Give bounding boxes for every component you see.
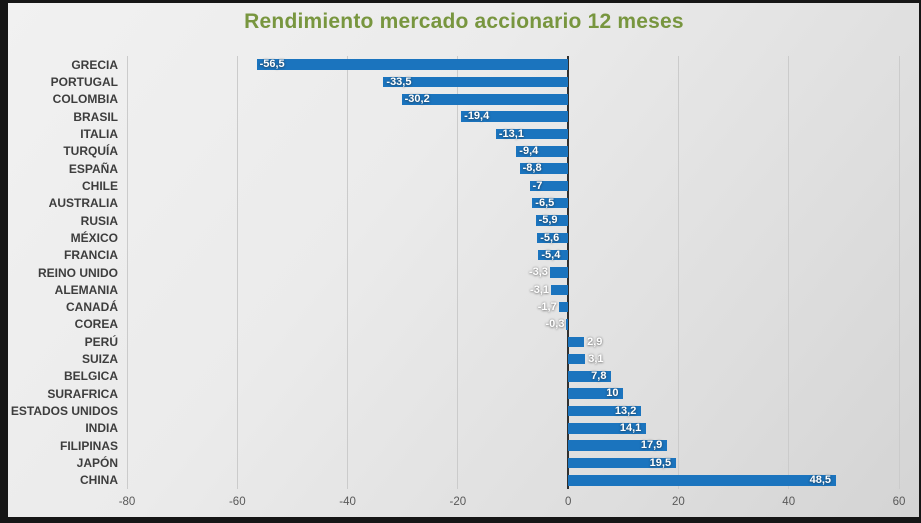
- category-label: PERÚ: [84, 334, 118, 349]
- gridline: [126, 56, 128, 489]
- bar: [568, 371, 612, 382]
- bar: [529, 180, 569, 192]
- value-label: 10: [606, 387, 619, 400]
- category-label: JAPÓN: [76, 456, 118, 471]
- x-tick-label: -40: [339, 496, 356, 508]
- category-label: ESTADOS UNIDOS: [10, 404, 118, 419]
- bar: [568, 440, 667, 451]
- category-label: MÉXICO: [70, 230, 118, 245]
- x-tick-label: 60: [892, 496, 906, 508]
- x-tick-label: -60: [228, 496, 246, 508]
- category-label: BELGICA: [64, 369, 118, 384]
- category-label: GRECIA: [71, 57, 118, 72]
- category-label: ESPAÑA: [68, 161, 118, 176]
- value-label: -5,9: [538, 214, 558, 227]
- bar: [401, 94, 569, 105]
- bar: [558, 301, 569, 313]
- bar: [568, 405, 641, 417]
- slide-background: [8, 3, 919, 517]
- gridline: [347, 56, 349, 489]
- category-label: ALEMANIA: [54, 282, 118, 297]
- category-label: ITALIA: [80, 126, 118, 141]
- value-label: 2,9: [587, 335, 603, 348]
- value-label: 48,5: [809, 474, 831, 487]
- value-label: -0,3: [545, 318, 565, 331]
- x-tick-label: 40: [782, 496, 796, 508]
- category-label: AUSTRALIA: [48, 196, 118, 211]
- value-label: 19,5: [649, 456, 672, 469]
- value-label: -3,3: [528, 266, 548, 279]
- category-label: FRANCIA: [64, 248, 118, 263]
- category-label: CHINA: [80, 473, 118, 488]
- category-label: CHILE: [82, 178, 118, 193]
- value-label: 17,9: [640, 439, 663, 452]
- x-tick-label: 0: [564, 496, 572, 508]
- bar: [461, 111, 569, 122]
- chart-title: Rendimiento mercado accionario 12 meses: [244, 10, 684, 33]
- value-label: -19,4: [464, 110, 490, 123]
- bar: [568, 423, 646, 434]
- value-label: -1,7: [537, 300, 557, 313]
- bar: [516, 146, 569, 157]
- bar: [538, 249, 569, 261]
- value-label: 3,1: [588, 352, 604, 365]
- value-label: 7,8: [591, 370, 607, 383]
- value-label: -8,8: [522, 162, 542, 175]
- value-label: 14,1: [619, 422, 642, 435]
- category-label: COLOMBIA: [52, 92, 118, 107]
- bar: [568, 353, 586, 365]
- category-label: BRASIL: [73, 109, 118, 124]
- value-label: 13,2: [614, 404, 637, 417]
- category-label: COREA: [74, 317, 118, 332]
- bar: [519, 163, 569, 174]
- gridline: [457, 56, 459, 489]
- bar: [535, 215, 569, 226]
- bar: [256, 59, 569, 70]
- value-label: -13,1: [498, 127, 524, 140]
- bar: [568, 457, 676, 469]
- category-label: CANADÁ: [66, 300, 118, 315]
- value-label: -56,5: [259, 58, 285, 71]
- gridline: [898, 56, 900, 489]
- category-label: FILIPINAS: [59, 438, 118, 453]
- category-label: RUSIA: [80, 213, 118, 228]
- bar: [549, 267, 569, 278]
- value-label: -33,5: [386, 75, 412, 88]
- bar: [568, 336, 585, 348]
- value-label: -3,1: [530, 283, 550, 296]
- gridline: [236, 56, 238, 489]
- bar: [568, 475, 836, 486]
- category-label: SUIZA: [82, 352, 118, 367]
- value-label: -30,2: [404, 93, 430, 106]
- gridline: [677, 56, 679, 489]
- bar: [495, 128, 569, 140]
- category-label: TURQUÍA: [63, 144, 118, 159]
- bar: [537, 232, 569, 244]
- category-label: INDIA: [85, 421, 118, 436]
- bar: [566, 319, 569, 330]
- value-label: -5,6: [540, 231, 560, 244]
- x-tick-label: -80: [118, 496, 136, 508]
- value-label: -7: [532, 179, 543, 192]
- value-label: -5,4: [541, 248, 561, 261]
- bar: [568, 388, 624, 399]
- x-tick-label: 20: [672, 496, 685, 508]
- category-label: REINO UNIDO: [37, 265, 118, 280]
- value-label: -9,4: [519, 145, 539, 157]
- bar: [383, 76, 569, 88]
- zero-axis-line: [567, 56, 570, 489]
- value-label: -6,5: [535, 196, 555, 209]
- category-label: PORTUGAL: [50, 74, 118, 89]
- x-tick-label: -20: [449, 496, 467, 508]
- category-label: SURAFRICA: [47, 386, 118, 401]
- bar: [551, 284, 569, 296]
- bar: [532, 197, 569, 209]
- gridline: [788, 56, 790, 489]
